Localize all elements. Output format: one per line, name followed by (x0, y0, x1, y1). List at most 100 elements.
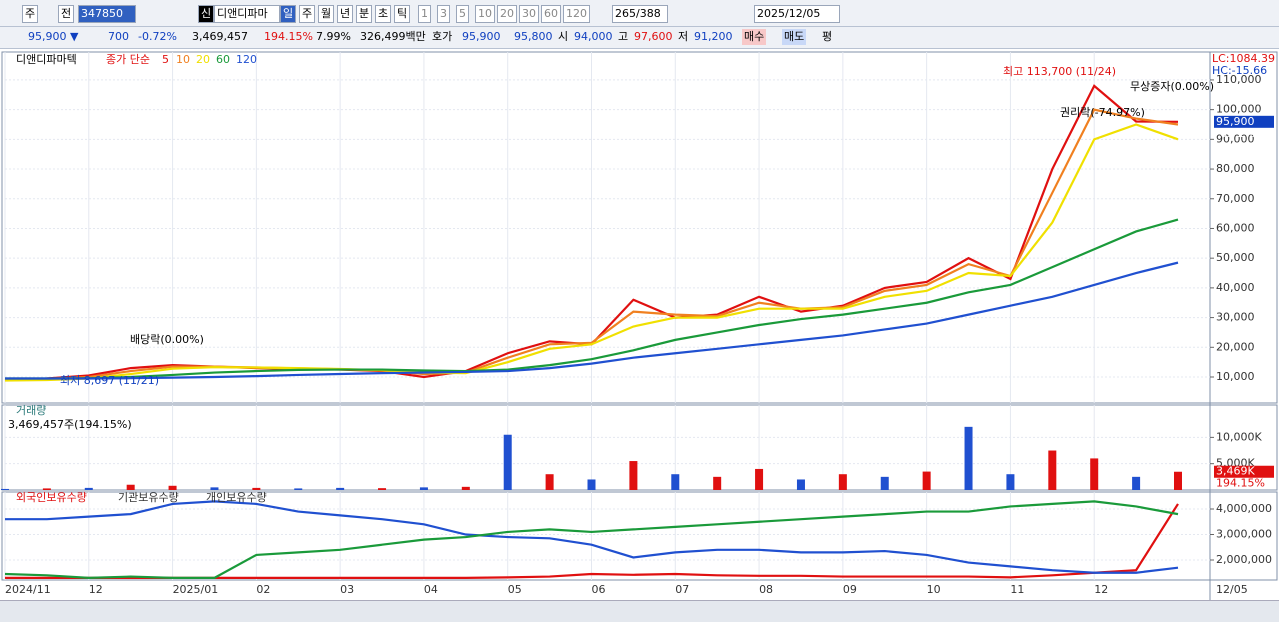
period-button[interactable]: 주 (299, 5, 316, 23)
count-button[interactable]: 120 (563, 5, 590, 23)
x-tick-label: 2025/01 (173, 583, 219, 596)
y-tick-label: 100,000 (1216, 103, 1262, 116)
legend-entry: 개인보유수량 (206, 491, 267, 504)
quote-buy[interactable]: 매수 (742, 29, 767, 45)
count-button[interactable]: 20 (497, 5, 517, 23)
last-rate-label: -0.72% (1216, 127, 1255, 140)
x-tick-label: 08 (759, 583, 773, 596)
quote-bid-label: 호가 (432, 30, 453, 43)
volume-bar (1, 488, 9, 490)
quote-change: 700 (108, 30, 129, 43)
volume-bar (796, 479, 805, 490)
legend-entry: 외국인보유수량 (16, 491, 87, 504)
legend-entry: 10 (176, 53, 190, 66)
code-input[interactable]: 347850 (78, 5, 136, 23)
date[interactable]: 2025/12/05 (754, 5, 840, 23)
count-button[interactable]: 3 (437, 5, 450, 23)
volume-bar (210, 487, 219, 490)
quote-avg: 평 (822, 30, 833, 43)
legend-entry: 5 (162, 53, 169, 66)
volume-bar (1174, 471, 1182, 490)
legend-entry: 120 (236, 53, 257, 66)
badge: 신 (198, 5, 215, 23)
quote-amount: 326,499백만 (360, 30, 426, 43)
y-tick-label: 2,000,000 (1216, 553, 1272, 566)
quote-low: 91,200 (694, 30, 733, 43)
x-tick-label: 11 (1010, 583, 1024, 596)
annotation: 배당락(0.00%) (130, 333, 204, 346)
count-button[interactable]: 30 (519, 5, 539, 23)
volume-bar (336, 487, 345, 490)
x-tick-label: 2024/11 (5, 583, 51, 596)
volume-bar (1048, 450, 1057, 490)
last-value-label: 3,469K (1216, 465, 1255, 478)
volume-bar (587, 479, 596, 490)
prev[interactable]: 전 (58, 5, 75, 23)
y-tick-label: 10,000 (1216, 370, 1255, 383)
volume-bar (419, 487, 428, 490)
quote-bar: 95,900 ▼ 700 -0.72% 3,469,457 194.15% 7.99% 32… (0, 27, 1279, 49)
last-value-box (1214, 465, 1274, 478)
quote-high: 97,600 (634, 30, 673, 43)
stock-name: 디앤디파마 (214, 5, 280, 23)
volume-bar (922, 471, 931, 490)
panel-subtitle: 3,469,457주(194.15%) (8, 418, 132, 431)
quote-open: 94,000 (574, 30, 613, 43)
period-button[interactable]: 초 (375, 5, 392, 23)
period-button[interactable]: 틱 (394, 5, 411, 23)
x-tick-label: 06 (592, 583, 606, 596)
lc-label: LC:1084.39 (1212, 52, 1275, 65)
y-tick-label: 50,000 (1216, 251, 1255, 264)
hc-label: HC:-15.66 (1212, 64, 1267, 77)
y-tick-label: 90,000 (1216, 132, 1255, 145)
period-button[interactable]: 년 (337, 5, 354, 23)
quote-open-label: 시 (558, 30, 569, 43)
x-tick-label: 05 (508, 583, 522, 596)
scrollbar[interactable] (0, 600, 1279, 622)
count-button[interactable]: 60 (541, 5, 561, 23)
period-button[interactable]: 일 (280, 5, 297, 23)
annotation: 최저 8,697 (11/21) (60, 374, 159, 387)
quote-low-label: 저 (678, 30, 689, 43)
volume-bar (671, 474, 680, 490)
panel-title: 거래량 (16, 404, 46, 417)
period-button[interactable]: 분 (356, 5, 373, 23)
panel-border (1, 51, 1278, 404)
panel-title: 디앤디파마텍 (16, 53, 77, 66)
x-tick-label: 12 (1094, 583, 1108, 596)
volume-bar (294, 488, 303, 490)
volume-bar (1090, 458, 1099, 490)
y-tick-label: 40,000 (1216, 281, 1255, 294)
x-tick-label: 03 (340, 583, 354, 596)
count-button[interactable]: 5 (456, 5, 469, 23)
y-tick-label: 3,000,000 (1216, 528, 1272, 541)
volume-bar (126, 484, 135, 490)
volume-bar (503, 434, 512, 490)
volume-bar (964, 426, 973, 490)
series-line (5, 261, 1179, 380)
y-tick-label: 80,000 (1216, 162, 1255, 175)
volume-bar (168, 485, 177, 490)
series-line (5, 500, 1179, 574)
quote-volume: 3,469,457 (192, 30, 248, 43)
quote-sell[interactable]: 매도 (782, 29, 807, 45)
volume-bar (42, 488, 51, 490)
volume-bar (252, 487, 261, 490)
volume-bar (378, 488, 387, 490)
y-tick-label: 20,000 (1216, 340, 1255, 353)
period-button[interactable]: 월 (318, 5, 335, 23)
volume-bar (461, 486, 470, 490)
quote-rate: -0.72% (138, 30, 177, 43)
quote-turnover: 7.99% (316, 30, 351, 43)
volume-bar (84, 487, 93, 490)
quote-high-label: 고 (618, 30, 629, 43)
market[interactable]: 주 (22, 5, 39, 23)
x-tick-label: 10 (927, 583, 941, 596)
count-button[interactable]: 1 (418, 5, 431, 23)
x-tick-label: 02 (256, 583, 270, 596)
y-tick-label: 70,000 (1216, 192, 1255, 205)
legend-entry: 20 (196, 53, 210, 66)
count-button[interactable]: 10 (475, 5, 495, 23)
count[interactable]: 265/388 (612, 5, 668, 23)
x-tick-label: 04 (424, 583, 438, 596)
